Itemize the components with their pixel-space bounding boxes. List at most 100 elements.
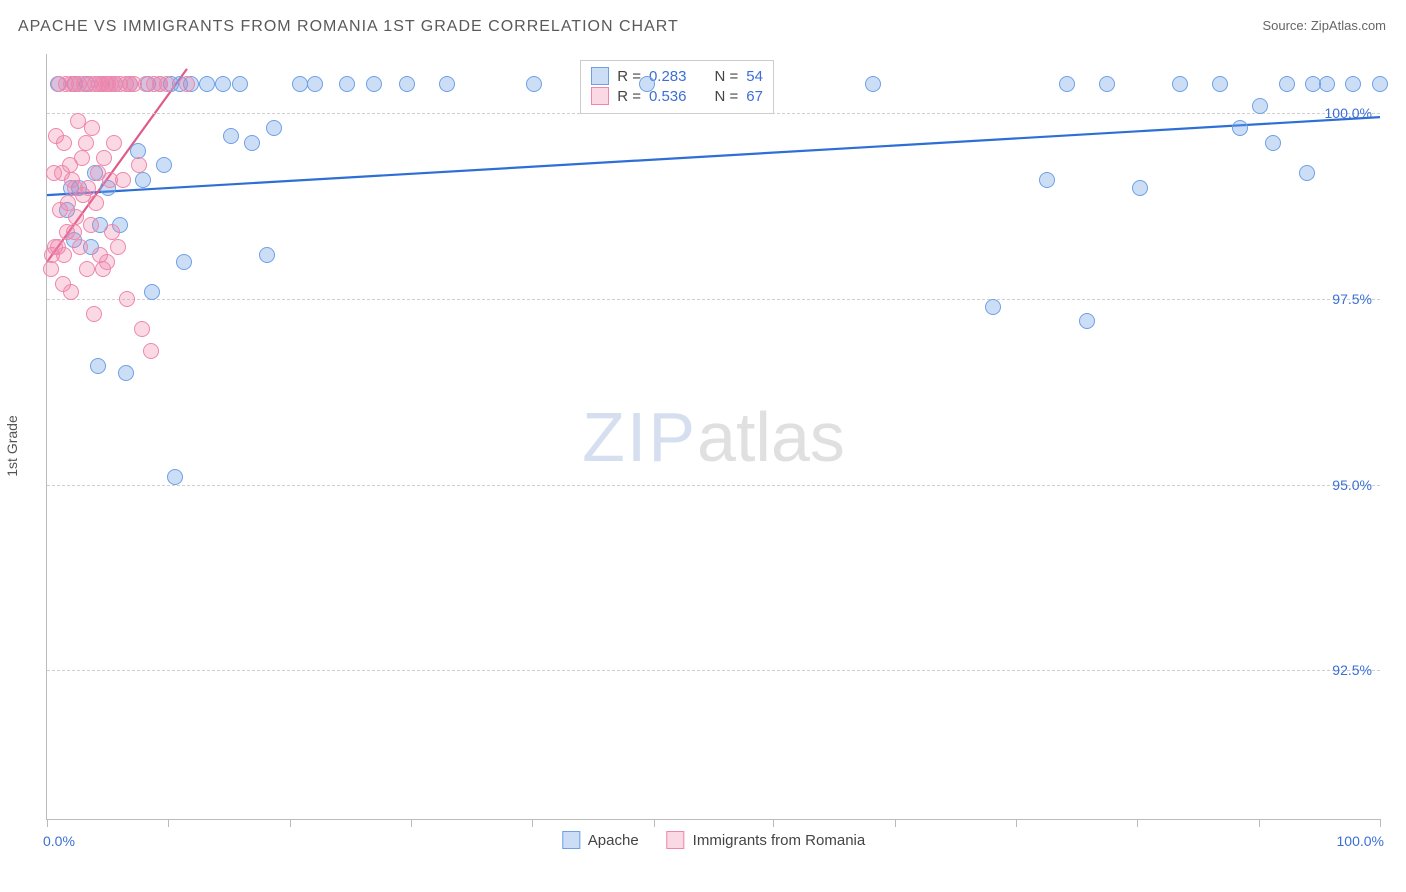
chart-title: APACHE VS IMMIGRANTS FROM ROMANIA 1ST GR… xyxy=(18,18,679,36)
data-point-apache xyxy=(156,157,172,173)
x-tick xyxy=(168,819,169,827)
y-tick-label: 92.5% xyxy=(1332,662,1372,678)
plot-area: ZIPatlas R = 0.283 N = 54R = 0.536 N = 6… xyxy=(46,54,1380,820)
data-point-apache xyxy=(1099,76,1115,92)
data-point-apache xyxy=(266,120,282,136)
legend-n-label: N = xyxy=(715,68,739,85)
x-tick xyxy=(1259,819,1260,827)
data-point-apache xyxy=(1039,172,1055,188)
data-point-apache xyxy=(259,247,275,263)
data-point-romania xyxy=(83,217,99,233)
data-point-romania xyxy=(119,291,135,307)
x-tick xyxy=(532,819,533,827)
series-legend-item: Immigrants from Romania xyxy=(667,831,866,849)
data-point-apache xyxy=(1265,135,1281,151)
legend-row: R = 0.283 N = 54 xyxy=(591,67,763,85)
data-point-romania xyxy=(78,135,94,151)
data-point-apache xyxy=(985,299,1001,315)
data-point-apache xyxy=(199,76,215,92)
x-tick xyxy=(895,819,896,827)
x-tick xyxy=(47,819,48,827)
legend-swatch-icon xyxy=(562,831,580,849)
source-attribution: Source: ZipAtlas.com xyxy=(1262,18,1386,33)
data-point-romania xyxy=(134,321,150,337)
data-point-apache xyxy=(399,76,415,92)
y-axis-title: 1st Grade xyxy=(4,415,20,476)
gridline xyxy=(47,113,1380,114)
legend-r-value: 0.536 xyxy=(649,88,687,105)
y-tick-label: 95.0% xyxy=(1332,477,1372,493)
data-point-apache xyxy=(439,76,455,92)
data-point-apache xyxy=(1319,76,1335,92)
x-tick xyxy=(290,819,291,827)
data-point-romania xyxy=(88,195,104,211)
data-point-apache xyxy=(307,76,323,92)
data-point-apache xyxy=(1059,76,1075,92)
series-legend: Apache Immigrants from Romania xyxy=(562,831,865,849)
data-point-apache xyxy=(1079,313,1095,329)
data-point-romania xyxy=(72,239,88,255)
data-point-romania xyxy=(56,135,72,151)
data-point-romania xyxy=(43,261,59,277)
legend-swatch-icon xyxy=(591,67,609,85)
legend-swatch-icon xyxy=(591,87,609,105)
data-point-apache xyxy=(292,76,308,92)
series-legend-label: Apache xyxy=(588,832,639,849)
data-point-romania xyxy=(74,150,90,166)
data-point-apache xyxy=(1232,120,1248,136)
legend-swatch-icon xyxy=(667,831,685,849)
data-point-romania xyxy=(131,157,147,173)
data-point-romania xyxy=(143,343,159,359)
y-tick-label: 100.0% xyxy=(1325,105,1372,121)
x-axis-min-label: 0.0% xyxy=(43,833,75,849)
legend-n-label: N = xyxy=(715,88,739,105)
data-point-romania xyxy=(63,284,79,300)
data-point-romania xyxy=(66,224,82,240)
data-point-romania xyxy=(80,180,96,196)
data-point-romania xyxy=(60,195,76,211)
series-legend-item: Apache xyxy=(562,831,639,849)
x-tick xyxy=(1016,819,1017,827)
data-point-apache xyxy=(1172,76,1188,92)
legend-r-label: R = xyxy=(617,88,641,105)
data-point-apache xyxy=(244,135,260,151)
data-point-romania xyxy=(104,224,120,240)
series-legend-label: Immigrants from Romania xyxy=(693,832,866,849)
data-point-apache xyxy=(1252,98,1268,114)
data-point-romania xyxy=(115,172,131,188)
data-point-apache xyxy=(339,76,355,92)
data-point-apache xyxy=(90,358,106,374)
data-point-apache xyxy=(176,254,192,270)
data-point-romania xyxy=(70,113,86,129)
correlation-legend: R = 0.283 N = 54 R = 0.536 N = 67 xyxy=(580,60,774,114)
data-point-romania xyxy=(68,209,84,225)
data-point-romania xyxy=(179,76,195,92)
data-point-apache xyxy=(232,76,248,92)
x-tick xyxy=(654,819,655,827)
data-point-apache xyxy=(865,76,881,92)
legend-row: R = 0.536 N = 67 xyxy=(591,87,763,105)
data-point-apache xyxy=(215,76,231,92)
x-tick xyxy=(773,819,774,827)
data-point-romania xyxy=(84,120,100,136)
gridline xyxy=(47,670,1380,671)
x-tick xyxy=(1380,819,1381,827)
gridline xyxy=(47,299,1380,300)
x-tick xyxy=(1137,819,1138,827)
data-point-romania xyxy=(56,247,72,263)
y-tick-label: 97.5% xyxy=(1332,291,1372,307)
x-axis-max-label: 100.0% xyxy=(1337,833,1384,849)
data-point-apache xyxy=(223,128,239,144)
legend-n-value: 54 xyxy=(746,68,763,85)
data-point-apache xyxy=(167,469,183,485)
data-point-apache xyxy=(130,143,146,159)
data-point-apache xyxy=(1372,76,1388,92)
data-point-apache xyxy=(144,284,160,300)
data-point-apache xyxy=(1212,76,1228,92)
data-point-romania xyxy=(86,306,102,322)
data-point-romania xyxy=(79,261,95,277)
data-point-romania xyxy=(159,76,175,92)
data-point-apache xyxy=(526,76,542,92)
data-point-romania xyxy=(99,254,115,270)
data-point-apache xyxy=(118,365,134,381)
